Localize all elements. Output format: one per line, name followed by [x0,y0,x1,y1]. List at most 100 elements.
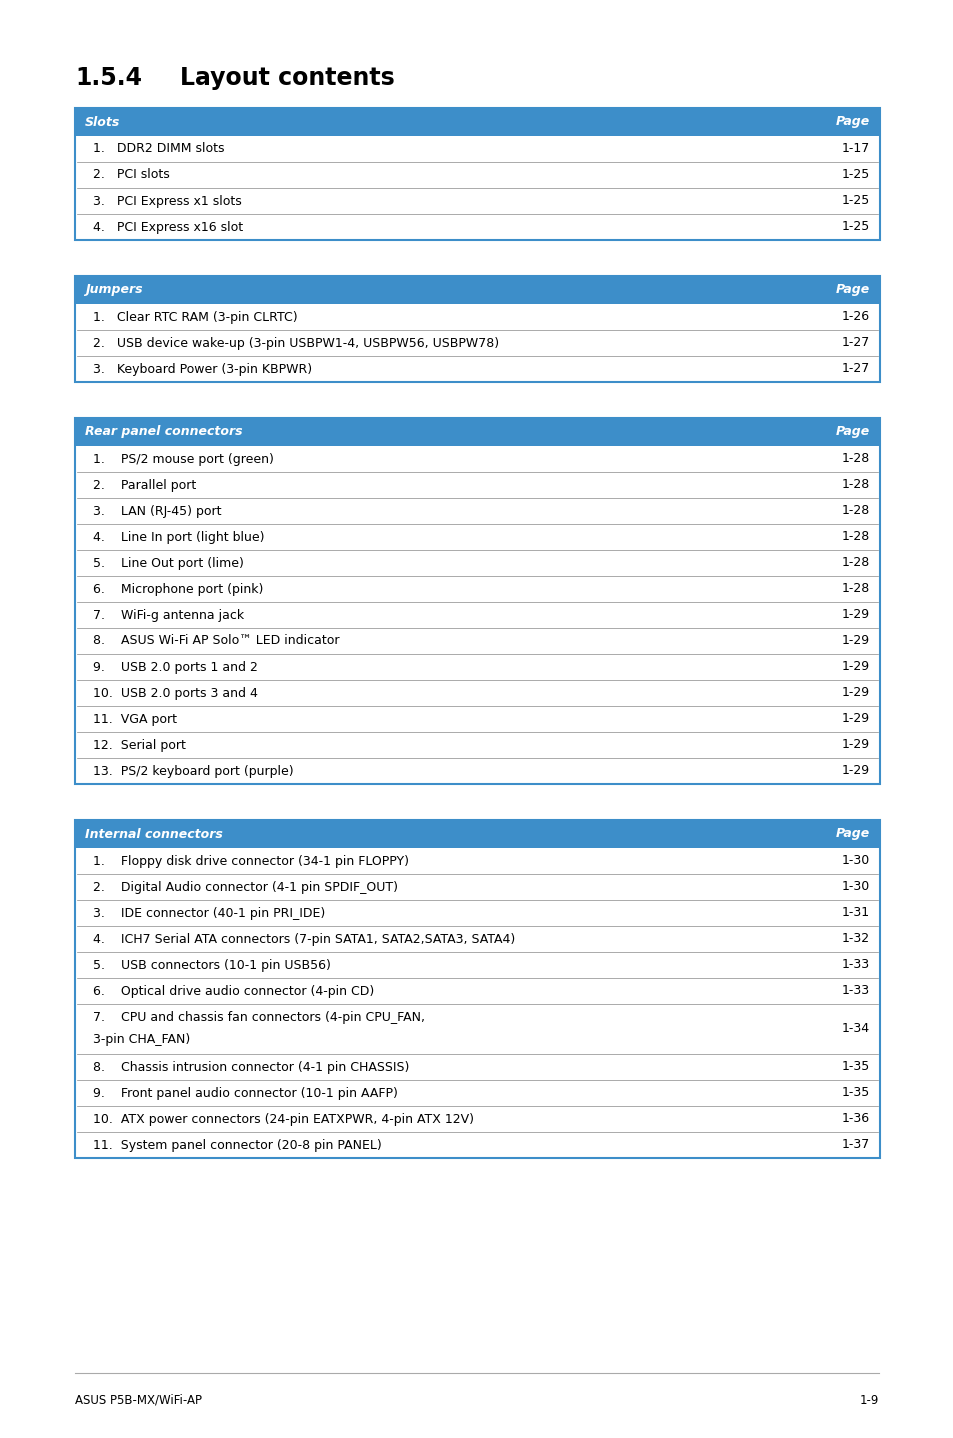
Text: 7.    WiFi-g antenna jack: 7. WiFi-g antenna jack [92,608,244,621]
Text: 2.    Parallel port: 2. Parallel port [92,479,196,492]
Text: 1-35: 1-35 [841,1087,869,1100]
Text: 1-17: 1-17 [841,142,869,155]
Text: 3.    IDE connector (40-1 pin PRI_IDE): 3. IDE connector (40-1 pin PRI_IDE) [92,906,325,919]
Bar [76,446,878,472]
Text: 1-25: 1-25 [841,220,869,233]
Text: 1-34: 1-34 [841,1022,869,1035]
Text: 4.   PCI Express x16 slot: 4. PCI Express x16 slot [92,220,243,233]
Bar [76,214,878,240]
Bar [76,577,878,603]
Text: 1-9: 1-9 [859,1393,878,1406]
Text: 8.    ASUS Wi-Fi AP Solo™ LED indicator: 8. ASUS Wi-Fi AP Solo™ LED indicator [92,634,339,647]
Text: 1.   Clear RTC RAM (3-pin CLRTC): 1. Clear RTC RAM (3-pin CLRTC) [92,311,297,324]
Text: Page: Page [835,283,869,296]
Bar [76,680,878,706]
Text: 1-28: 1-28 [841,582,869,595]
Text: 1-27: 1-27 [841,336,869,349]
Text: 1-35: 1-35 [841,1060,869,1074]
Text: 12.  Serial port: 12. Serial port [92,739,186,752]
Text: 1-25: 1-25 [841,194,869,207]
Bar [76,188,878,214]
Text: 1-33: 1-33 [841,959,869,972]
Text: 1-29: 1-29 [841,608,869,621]
Text: 1.5.4: 1.5.4 [75,66,142,91]
Bar [76,978,878,1004]
Bar [75,108,879,137]
Bar [76,137,878,162]
Bar [76,952,878,978]
Bar [76,603,878,628]
Text: 1-28: 1-28 [841,505,869,518]
Bar [76,926,878,952]
Text: 1-28: 1-28 [841,479,869,492]
Bar [76,549,878,577]
Bar [76,303,878,329]
Text: Internal connectors: Internal connectors [85,827,223,840]
Text: 1-28: 1-28 [841,557,869,569]
Text: 6.    Optical drive audio connector (4-pin CD): 6. Optical drive audio connector (4-pin … [92,985,374,998]
Text: 1-29: 1-29 [841,739,869,752]
Text: 1-29: 1-29 [841,660,869,673]
Text: 1-33: 1-33 [841,985,869,998]
Text: 9.    Front panel audio connector (10-1 pin AAFP): 9. Front panel audio connector (10-1 pin… [92,1087,397,1100]
Text: 8.    Chassis intrusion connector (4-1 pin CHASSIS): 8. Chassis intrusion connector (4-1 pin … [92,1060,409,1074]
Bar [76,498,878,523]
Bar [76,472,878,498]
Bar [75,276,879,303]
Text: Layout contents: Layout contents [180,66,395,91]
Text: 2.    Digital Audio connector (4-1 pin SPDIF_OUT): 2. Digital Audio connector (4-1 pin SPDI… [92,880,397,893]
Text: 3.   Keyboard Power (3-pin KBPWR): 3. Keyboard Power (3-pin KBPWR) [92,362,312,375]
Text: 10.  ATX power connectors (24-pin EATXPWR, 4-pin ATX 12V): 10. ATX power connectors (24-pin EATXPWR… [92,1113,474,1126]
Bar [76,523,878,549]
Bar [76,900,878,926]
Text: 1-36: 1-36 [841,1113,869,1126]
Text: 5.    USB connectors (10-1 pin USB56): 5. USB connectors (10-1 pin USB56) [92,959,331,972]
Text: 1-29: 1-29 [841,686,869,699]
Text: 3.   PCI Express x1 slots: 3. PCI Express x1 slots [92,194,241,207]
Text: 11.  System panel connector (20-8 pin PANEL): 11. System panel connector (20-8 pin PAN… [92,1139,381,1152]
Text: 3.    LAN (RJ-45) port: 3. LAN (RJ-45) port [92,505,221,518]
Text: 4.    ICH7 Serial ATA connectors (7-pin SATA1, SATA2,SATA3, SATA4): 4. ICH7 Serial ATA connectors (7-pin SAT… [92,932,515,946]
Bar [75,108,879,240]
Text: 1-29: 1-29 [841,634,869,647]
Text: 9.    USB 2.0 ports 1 and 2: 9. USB 2.0 ports 1 and 2 [92,660,257,673]
Bar [75,276,879,383]
Bar [75,418,879,784]
Bar [75,820,879,1158]
Text: 5.    Line Out port (lime): 5. Line Out port (lime) [92,557,244,569]
Bar [76,848,878,874]
Text: 1.    PS/2 mouse port (green): 1. PS/2 mouse port (green) [92,453,274,466]
Bar [76,706,878,732]
Text: 3-pin CHA_FAN): 3-pin CHA_FAN) [92,1034,190,1047]
Text: Slots: Slots [85,115,120,128]
Text: 1-32: 1-32 [841,932,869,946]
Bar [76,628,878,654]
Text: 1-27: 1-27 [841,362,869,375]
Bar [76,1132,878,1158]
Text: 1.    Floppy disk drive connector (34-1 pin FLOPPY): 1. Floppy disk drive connector (34-1 pin… [92,854,409,867]
Bar [75,418,879,446]
Text: 10.  USB 2.0 ports 3 and 4: 10. USB 2.0 ports 3 and 4 [92,686,257,699]
Bar [75,820,879,848]
Bar [76,654,878,680]
Text: Jumpers: Jumpers [85,283,143,296]
Text: 1-28: 1-28 [841,531,869,544]
Text: 1-30: 1-30 [841,880,869,893]
Bar [76,874,878,900]
Text: 1.   DDR2 DIMM slots: 1. DDR2 DIMM slots [92,142,224,155]
Text: 1-29: 1-29 [841,712,869,726]
Bar [76,1004,878,1054]
Text: 4.    Line In port (light blue): 4. Line In port (light blue) [92,531,264,544]
Text: ASUS P5B-MX/WiFi-AP: ASUS P5B-MX/WiFi-AP [75,1393,202,1406]
Text: Rear panel connectors: Rear panel connectors [85,426,242,439]
Text: 1-28: 1-28 [841,453,869,466]
Text: 1-30: 1-30 [841,854,869,867]
Text: 1-37: 1-37 [841,1139,869,1152]
Text: 1-31: 1-31 [841,906,869,919]
Text: 1-25: 1-25 [841,168,869,181]
Bar [76,162,878,188]
Text: Page: Page [835,827,869,840]
Bar [76,732,878,758]
Text: 7.    CPU and chassis fan connectors (4-pin CPU_FAN,: 7. CPU and chassis fan connectors (4-pin… [92,1011,424,1024]
Text: 13.  PS/2 keyboard port (purple): 13. PS/2 keyboard port (purple) [92,765,294,778]
